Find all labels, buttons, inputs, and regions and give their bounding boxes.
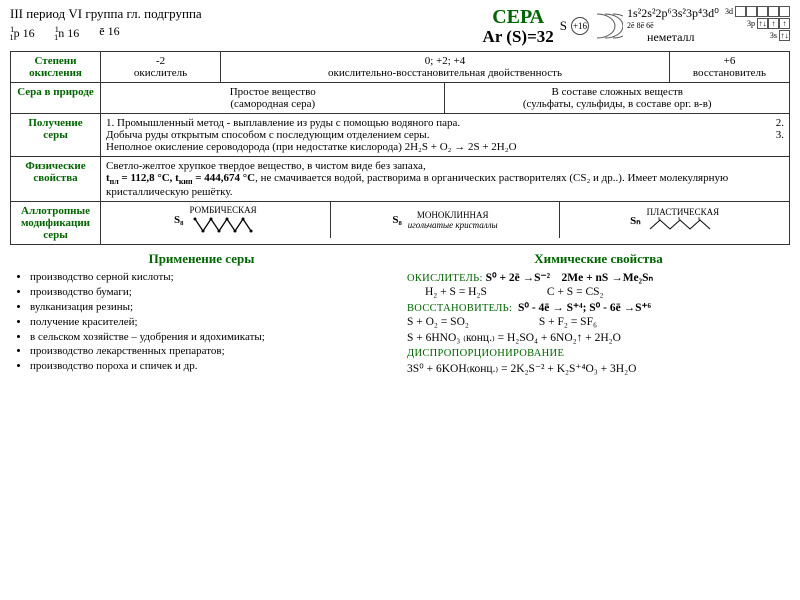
atomic-mass: Ar (S)=32 [483,27,554,47]
rhombic-icon [193,215,253,235]
neutrons: 11n 16 [55,24,80,42]
list-item: производство бумаги; [30,285,393,300]
period-group: III период VI группа гл. подгруппа [10,6,477,22]
nonmetal: неметалл [647,30,719,45]
shell-electrons: 2ē 8ē 6ē [627,21,719,30]
list-item: вулканизация резины; [30,300,393,315]
list-item: в сельском хозяйстве – удобрения и ядохи… [30,330,393,345]
svg-text:s: s [658,217,661,222]
chemistry-section: Химические свойства ОКИСЛИТЕЛЬ: S⁰ + 2ē … [407,251,790,377]
shells-icon [593,12,623,40]
list-item: получение красителей; [30,315,393,330]
application-section: Применение серы производство серной кисл… [10,251,393,377]
list-item: производство лекарственных препаратов; [30,344,393,359]
electrons: ē 16 [99,24,119,42]
electron-config: 1s²2s²2p⁶3s²3p⁴3d⁰ [627,6,719,21]
svg-text:s: s [698,217,701,222]
orbital-diagram: 3d 3p↑↓↑↑ 3s↑↓ [725,6,790,41]
list-item: производство серной кислоты; [30,270,393,285]
plastic-icon: sss [648,217,718,233]
application-list: производство серной кислоты; производств… [10,270,393,374]
properties-table: Степени окисления -2окислитель 0; +2; +4… [10,51,790,245]
svg-text:s: s [678,217,681,222]
atom-icon: +16 [571,17,589,35]
list-item: производство пороха и спичек и др. [30,359,393,374]
protons: 11p 16 [10,24,35,42]
page-title: СЕРА [489,6,548,29]
